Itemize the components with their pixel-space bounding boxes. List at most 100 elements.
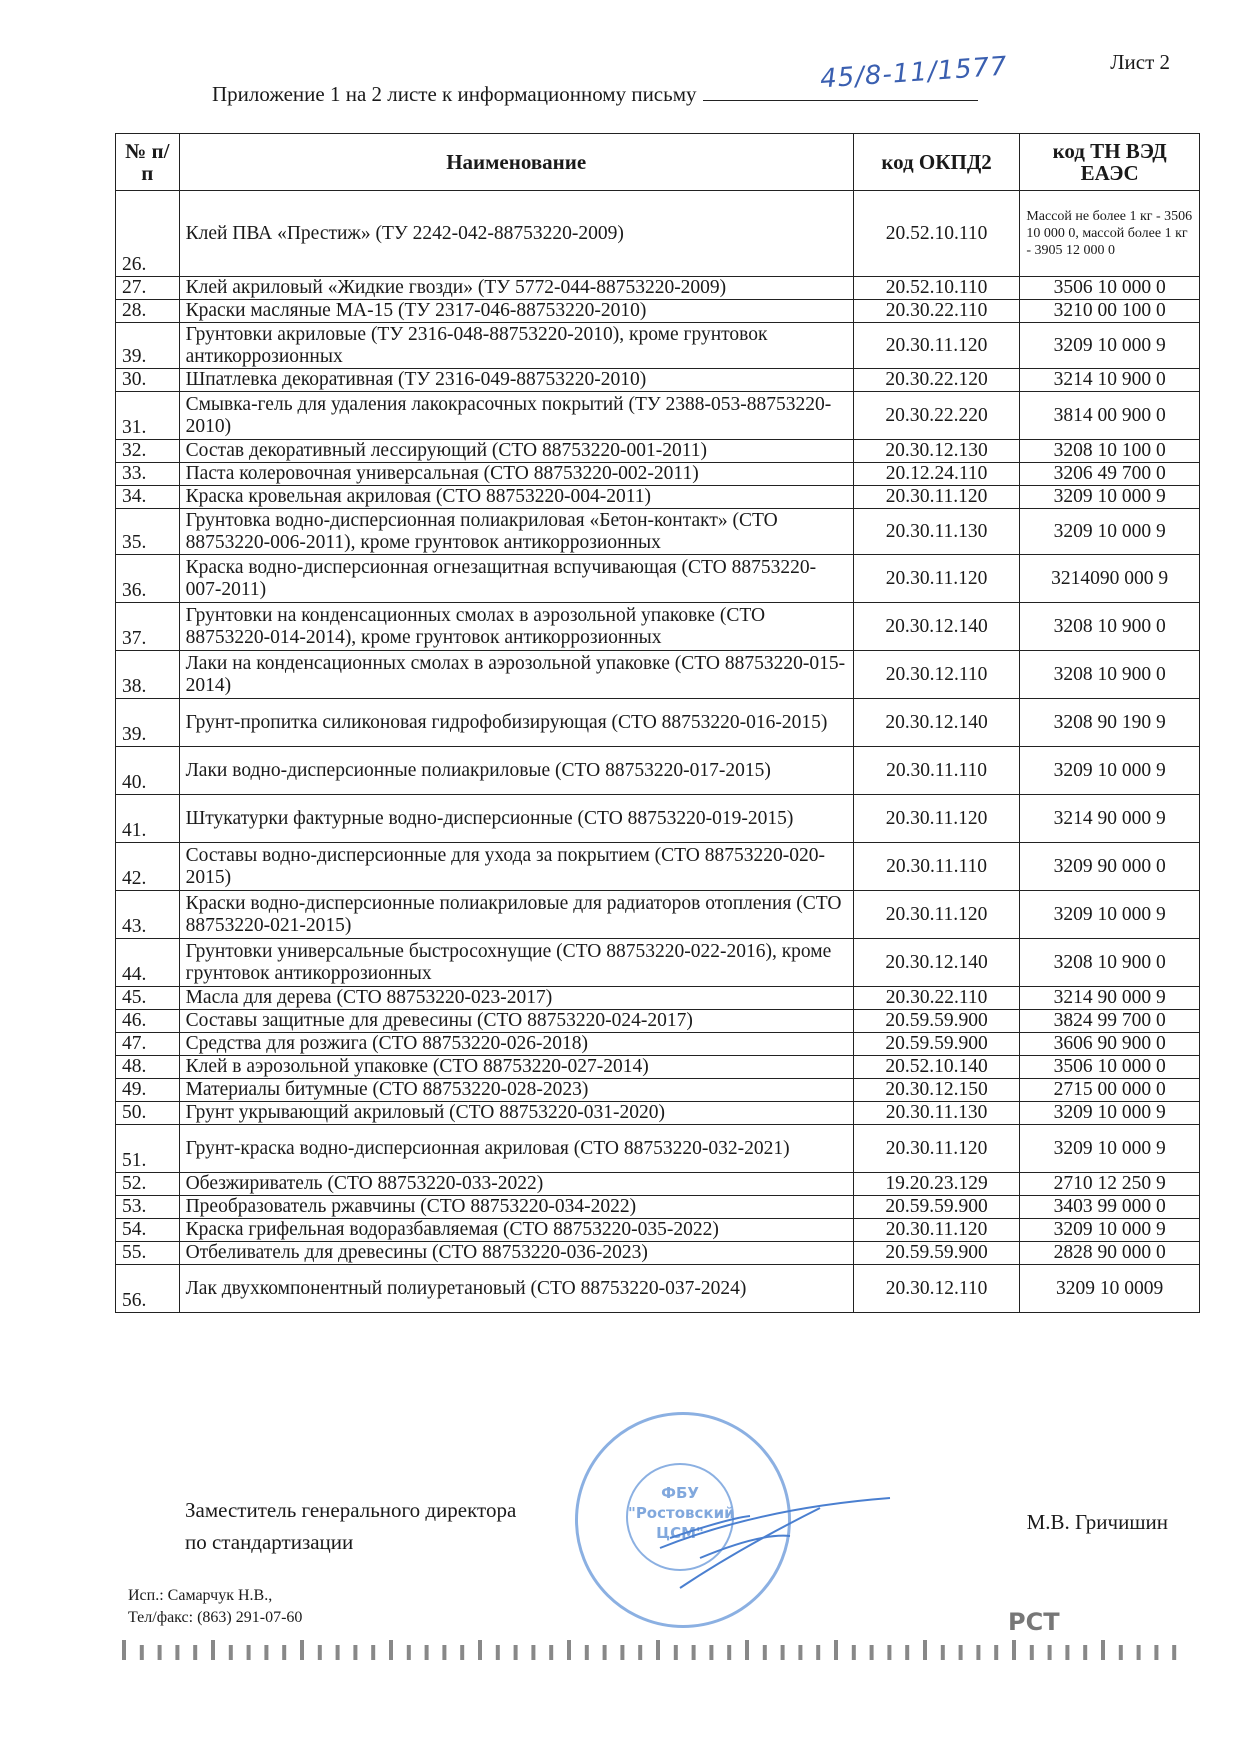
row-okpd2: 20.59.59.900 (852, 1009, 1021, 1033)
table-row: 35. Грунтовка водно-дисперсионная полиакр… (115, 508, 1200, 555)
row-tnved: 3209 90 000 0 (1019, 842, 1200, 891)
col-tnved: код ТН ВЭД ЕАЭС (1019, 133, 1200, 191)
bar-mark (495, 1645, 500, 1660)
row-name: Грунт-пропитка силиконовая гидрофобизиру… (178, 698, 854, 747)
row-number: 56. (115, 1264, 180, 1313)
row-tnved: Массой не более 1 кг - 3506 10 000 0, ма… (1019, 190, 1200, 277)
table-row: 26. Клей ПВА «Престиж» (ТУ 2242-042-88753… (115, 190, 1200, 277)
row-number: 33. (115, 462, 180, 486)
row-okpd2: 19.20.23.129 (852, 1172, 1021, 1196)
row-name: Материалы битумные (СТО 88753220-028-202… (178, 1078, 854, 1102)
table-row: 28. Краски масляные МА-15 (ТУ 2317-046-88… (115, 299, 1200, 323)
row-number: 27. (115, 276, 180, 300)
table-row: 47. Средства для розжига (СТО 88753220-02… (115, 1032, 1200, 1056)
table-row: 37. Грунтовки на конденсационных смолах в… (115, 602, 1200, 651)
table-row: 56. Лак двухкомпонентный полиуретановый (… (115, 1264, 1200, 1313)
row-okpd2: 20.30.11.120 (852, 1124, 1021, 1173)
table-row: 49. Материалы битумные (СТО 88753220-028-… (115, 1078, 1200, 1102)
row-name: Краски водно-дисперсионные полиакриловые… (178, 890, 854, 939)
row-name: Грунтовки универсальные быстросохнущие (… (178, 938, 854, 987)
row-number: 48. (115, 1055, 180, 1079)
row-okpd2: 20.59.59.900 (852, 1241, 1021, 1265)
row-number: 46. (115, 1009, 180, 1033)
row-number: 53. (115, 1195, 180, 1219)
row-name: Штукатурки фактурные водно-дисперсионные… (178, 794, 854, 843)
bar-mark (478, 1640, 482, 1660)
row-okpd2: 20.52.10.110 (852, 276, 1021, 300)
bar-mark (1172, 1645, 1177, 1660)
row-tnved: 3208 90 190 9 (1019, 698, 1200, 747)
row-name: Клей акриловый «Жидкие гвозди» (ТУ 5772-… (178, 276, 854, 300)
footer-bar-pattern (122, 1640, 1177, 1660)
bar-mark (798, 1645, 803, 1660)
bar-mark (940, 1645, 945, 1660)
table-row: 34. Краска кровельная акриловая (СТО 8875… (115, 485, 1200, 509)
row-name: Грунтовка водно-дисперсионная полиакрило… (178, 508, 854, 555)
row-tnved: 3209 10 000 9 (1019, 746, 1200, 795)
table-row: 50. Грунт укрывающий акриловый (СТО 88753… (115, 1101, 1200, 1125)
row-name: Преобразователь ржавчины (СТО 88753220-0… (178, 1195, 854, 1219)
row-number: 36. (115, 554, 180, 603)
row-number: 52. (115, 1172, 180, 1196)
row-tnved: 3209 10 000 9 (1019, 508, 1200, 555)
table-row: 44. Грунтовки универсальные быстросохнущи… (115, 938, 1200, 987)
col-name: Наименование (178, 133, 854, 191)
table-row: 51. Грунт-краска водно-дисперсионная акри… (115, 1124, 1200, 1173)
row-okpd2: 20.30.12.130 (852, 439, 1021, 463)
row-tnved: 3210 00 100 0 (1019, 299, 1200, 323)
row-number: 43. (115, 890, 180, 939)
row-tnved: 3209 10 000 9 (1019, 485, 1200, 509)
row-okpd2: 20.12.24.110 (852, 462, 1021, 486)
row-tnved: 3209 10 000 9 (1019, 1218, 1200, 1242)
bar-mark (567, 1640, 571, 1660)
row-tnved: 2710 12 250 9 (1019, 1172, 1200, 1196)
row-tnved: 3214 10 900 0 (1019, 368, 1200, 392)
row-tnved: 3506 10 000 0 (1019, 276, 1200, 300)
row-number: 47. (115, 1032, 180, 1056)
bar-mark (994, 1645, 999, 1660)
bar-mark (139, 1645, 144, 1660)
row-okpd2: 20.30.11.120 (852, 485, 1021, 509)
row-okpd2: 20.30.11.120 (852, 322, 1021, 369)
row-okpd2: 20.30.11.120 (852, 794, 1021, 843)
row-okpd2: 20.59.59.900 (852, 1195, 1021, 1219)
bar-mark (584, 1645, 589, 1660)
bar-mark (406, 1645, 411, 1660)
row-name: Составы защитные для древесины (СТО 8875… (178, 1009, 854, 1033)
bar-mark (762, 1645, 767, 1660)
table-row: 55. Отбеливатель для древесины (СТО 88753… (115, 1241, 1200, 1265)
table-row: 45. Масла для дерева (СТО 88753220-023-20… (115, 986, 1200, 1010)
row-tnved: 3208 10 900 0 (1019, 602, 1200, 651)
stamp-center: ФБУ "Ростовский ЦСМ" (626, 1463, 735, 1571)
row-tnved: 3214 90 000 9 (1019, 986, 1200, 1010)
col-okpd2: код ОКПД2 (852, 133, 1021, 191)
bar-mark (780, 1645, 785, 1660)
row-okpd2: 20.30.12.150 (852, 1078, 1021, 1102)
row-name: Лак двухкомпонентный полиуретановый (СТО… (178, 1264, 854, 1313)
row-number: 50. (115, 1101, 180, 1125)
row-tnved: 3606 90 900 0 (1019, 1032, 1200, 1056)
row-tnved: 3208 10 100 0 (1019, 439, 1200, 463)
row-okpd2: 20.30.11.110 (852, 842, 1021, 891)
row-name: Шпатлевка декоративная (ТУ 2316-049-8875… (178, 368, 854, 392)
bar-mark (816, 1645, 821, 1660)
bar-mark (442, 1645, 447, 1660)
row-tnved: 3209 10 000 9 (1019, 1124, 1200, 1173)
executor-info: Исп.: Самарчук Н.В., Тел/факс: (863) 291… (128, 1585, 302, 1629)
table-row: 39. Грунт-пропитка силиконовая гидрофобиз… (115, 698, 1200, 747)
executor-phone: Тел/факс: (863) 291-07-60 (128, 1609, 303, 1626)
row-tnved: 2828 90 000 0 (1019, 1241, 1200, 1265)
row-okpd2: 20.30.11.130 (852, 508, 1021, 555)
bar-mark (958, 1645, 963, 1660)
row-number: 30. (115, 368, 180, 392)
row-okpd2: 20.30.11.120 (852, 554, 1021, 603)
row-number: 51. (115, 1124, 180, 1173)
row-okpd2: 20.30.12.110 (852, 1264, 1021, 1313)
bar-mark (282, 1645, 287, 1660)
row-number: 37. (115, 602, 180, 651)
row-number: 40. (115, 746, 180, 795)
row-name: Смывка-гель для удаления лакокрасочных п… (178, 391, 854, 440)
row-name: Краска кровельная акриловая (СТО 8875322… (178, 485, 854, 509)
row-name: Лаки водно-дисперсионные полиакриловые (… (178, 746, 854, 795)
col-number: № п/п (115, 133, 180, 191)
